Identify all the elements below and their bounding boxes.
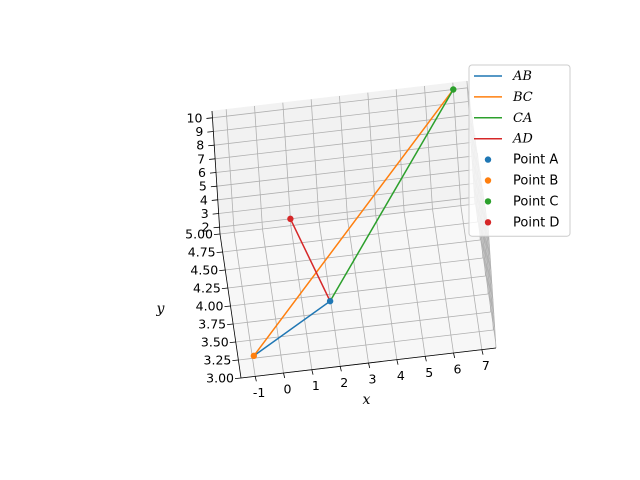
legend-box bbox=[468, 64, 571, 237]
y-tick-label: 4.50 bbox=[190, 263, 218, 278]
y-tick-mark bbox=[229, 341, 236, 343]
legend-label: Point B bbox=[513, 174, 558, 189]
x-tick-label: 6 bbox=[454, 362, 462, 377]
y-tick-mark bbox=[213, 233, 221, 235]
z-tick-mark bbox=[209, 158, 216, 160]
grid-line-y-floor bbox=[219, 203, 476, 235]
grid-line-y-floor bbox=[235, 311, 491, 343]
y-tick-label: 3.75 bbox=[198, 317, 226, 332]
grid-line-z-back bbox=[216, 155, 472, 187]
legend-label: CA bbox=[513, 111, 532, 126]
y-tick-mark bbox=[234, 377, 242, 379]
x-tick-label: 0 bbox=[284, 382, 292, 397]
z-tick-label: 6 bbox=[198, 165, 206, 180]
y-tick-label: 3.00 bbox=[206, 371, 234, 386]
segment-ad bbox=[289, 217, 332, 303]
z-tick-label: 10 bbox=[187, 110, 203, 125]
x-tick-mark bbox=[339, 366, 342, 372]
grid-line-y-floor bbox=[230, 275, 486, 307]
y-tick-mark bbox=[216, 251, 223, 253]
y-tick-mark bbox=[224, 305, 231, 307]
x-tick-mark bbox=[396, 359, 399, 365]
axis-panes bbox=[211, 80, 497, 379]
legend-dot-point-b bbox=[484, 177, 492, 184]
z-tick-mark bbox=[211, 199, 218, 201]
legend-dot-point-c bbox=[484, 198, 492, 205]
z-tick-mark bbox=[207, 131, 214, 133]
z-tick-mark bbox=[206, 117, 213, 119]
y-tick-label: 3.25 bbox=[204, 353, 232, 368]
legend-label: BC bbox=[512, 90, 533, 105]
z-tick-label: 3 bbox=[201, 206, 209, 221]
z-tick-mark bbox=[213, 226, 220, 229]
x-tick-mark bbox=[283, 372, 286, 379]
x-tick-label: 1 bbox=[312, 378, 320, 393]
x-tick-mark bbox=[481, 349, 484, 355]
x-tick-label: -1 bbox=[253, 385, 265, 400]
grid-line-z-back bbox=[212, 87, 468, 119]
grid-line-y-floor bbox=[238, 329, 494, 361]
y-tick-label: 4.75 bbox=[188, 245, 216, 260]
y-tick-label: 5.00 bbox=[185, 227, 213, 242]
legend-label: AD bbox=[512, 132, 533, 147]
point-a bbox=[326, 297, 334, 305]
y-tick-mark bbox=[227, 323, 234, 325]
z-tick-mark bbox=[210, 185, 217, 188]
grid-line-z-back bbox=[213, 101, 469, 132]
z-tick-label: 7 bbox=[197, 151, 205, 166]
grid-line-z-back bbox=[219, 196, 475, 228]
legend-dot-point-a bbox=[484, 156, 492, 163]
x-tick-mark bbox=[424, 356, 427, 362]
grid-line-y-floor bbox=[222, 221, 478, 253]
y-tick-mark bbox=[219, 269, 226, 271]
z-tick-mark bbox=[212, 213, 219, 215]
y-tick-label: 4.25 bbox=[193, 281, 221, 296]
x-tick-mark bbox=[254, 376, 257, 382]
legend-dot-point-d bbox=[484, 219, 492, 226]
legend: AB BC CA AD Point A Point B Point C Point D bbox=[468, 64, 571, 237]
y-tick-label: 3.50 bbox=[201, 335, 229, 350]
grid-line-z-back bbox=[215, 142, 472, 173]
grid-line-y-floor bbox=[233, 293, 489, 325]
y-tick-label: 4.00 bbox=[196, 299, 224, 314]
legend-label: Point C bbox=[513, 194, 559, 209]
x-tick-mark bbox=[311, 369, 314, 375]
y-axis-title: y bbox=[156, 301, 166, 317]
segment-ab bbox=[252, 300, 332, 357]
z-tick-mark bbox=[208, 144, 215, 147]
x-axis-title: x bbox=[363, 392, 371, 408]
z-tick-mark bbox=[209, 172, 217, 174]
plot-data bbox=[250, 86, 457, 360]
z-tick-label: 2 bbox=[202, 220, 210, 235]
x-tick-label: 5 bbox=[425, 365, 433, 380]
x-tick-label: 3 bbox=[369, 372, 377, 387]
x-tick-label: 2 bbox=[340, 375, 348, 390]
z-tick-label: 8 bbox=[196, 138, 204, 153]
segment-ca bbox=[329, 88, 455, 303]
x-tick-mark bbox=[453, 352, 456, 359]
legend-label: AB bbox=[512, 69, 532, 84]
z-tick-label: 5 bbox=[199, 179, 207, 194]
legend-label: Point A bbox=[513, 153, 558, 168]
grid-line-z-back bbox=[217, 169, 473, 201]
grid-line-y-floor bbox=[225, 239, 481, 271]
z-tick-label: 4 bbox=[200, 192, 208, 207]
point-c bbox=[450, 86, 457, 93]
grid-line-z-back bbox=[214, 114, 470, 146]
y-tick-mark bbox=[232, 359, 239, 361]
segment-bc bbox=[252, 88, 455, 357]
grid-line-z-back bbox=[218, 183, 474, 214]
x-tick-label: 7 bbox=[482, 358, 490, 373]
legend-label: Point D bbox=[513, 215, 559, 230]
y-tick-mark bbox=[221, 287, 228, 289]
grid-line-y-floor bbox=[227, 257, 483, 289]
point-d bbox=[287, 215, 294, 223]
point-b bbox=[250, 352, 258, 360]
x-tick-mark bbox=[368, 362, 371, 369]
x-tick-label: 4 bbox=[397, 368, 405, 383]
z-tick-label: 9 bbox=[195, 124, 203, 139]
axes: -1 0 1 2 3 4 5 6 73.003.253.503.754.004.254.504.… bbox=[156, 110, 497, 408]
